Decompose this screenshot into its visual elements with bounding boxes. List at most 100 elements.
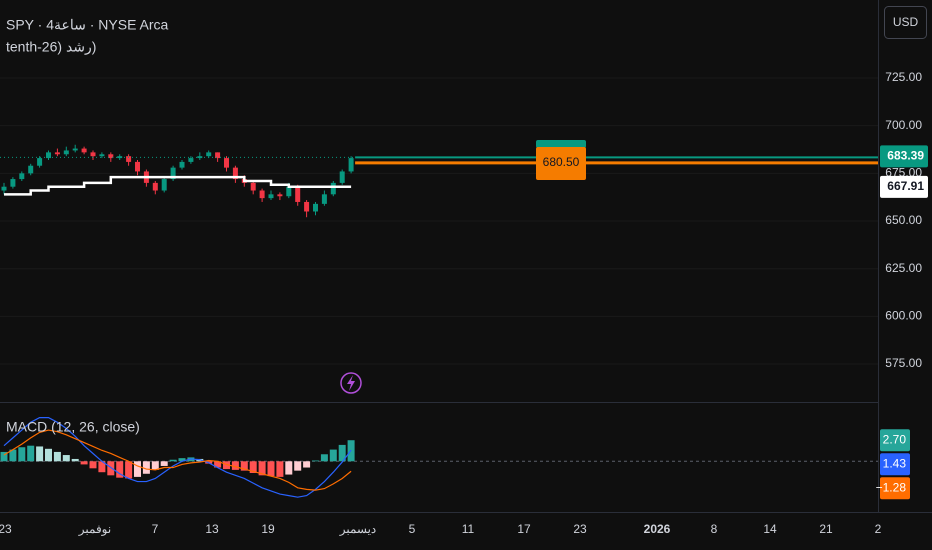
price-axis-label: 683.39 — [887, 149, 924, 163]
position-box-top — [536, 140, 586, 148]
histogram-bar — [125, 461, 133, 479]
y-tick-label: 650.00 — [885, 213, 922, 227]
candle-body — [63, 150, 69, 155]
histogram-bar — [312, 460, 319, 462]
histogram-bar — [45, 448, 52, 462]
candle-body — [19, 173, 25, 180]
x-tick-label: 13 — [205, 522, 219, 536]
histogram-bar — [276, 461, 284, 477]
candle-body — [10, 179, 16, 187]
histogram-bar — [71, 458, 79, 462]
candle-body — [28, 165, 34, 174]
price-axis-box — [880, 145, 928, 168]
x-tick-label: 23 — [0, 522, 12, 536]
x-tick-label: 19 — [261, 522, 275, 536]
x-tick-label: 7 — [152, 522, 159, 536]
currency-button[interactable] — [884, 6, 927, 39]
x-tick-label: ديسمبر — [339, 522, 377, 536]
candle-body — [126, 156, 132, 162]
macd-line — [3, 429, 352, 491]
histogram-bar — [178, 458, 186, 462]
histogram-bar — [240, 461, 248, 471]
currency-label: USD — [893, 15, 919, 29]
histogram-bar — [0, 451, 8, 462]
candle-body — [250, 182, 256, 191]
histogram-bar — [80, 461, 88, 465]
y-tick-label: 725.00 — [885, 70, 922, 84]
histogram-bar — [142, 461, 150, 474]
histogram-bar — [294, 461, 302, 471]
candle-body — [268, 194, 274, 199]
histogram-bar — [285, 461, 293, 475]
candle-body — [215, 152, 221, 159]
price-axis-label: 667.91 — [887, 179, 924, 193]
histogram-bar — [98, 461, 106, 473]
position-box — [536, 147, 586, 180]
x-tick-label: 2 — [875, 522, 882, 536]
histogram-bar — [223, 461, 230, 470]
candle-body — [259, 190, 265, 199]
macd-title: MACD (12, 26, close) — [6, 419, 140, 435]
histogram-bar — [303, 461, 311, 468]
histogram-bar — [151, 461, 159, 470]
x-tick-label: 21 — [819, 522, 833, 536]
candle-body — [286, 186, 292, 197]
macd-axis-label: −1.28 — [876, 480, 907, 494]
histogram-bar — [160, 461, 168, 466]
histogram-bar — [231, 461, 239, 470]
x-tick-label: 17 — [517, 522, 531, 536]
ma-line — [4, 175, 352, 196]
histogram-bar — [27, 445, 35, 462]
histogram-bar — [116, 461, 124, 478]
x-tick-label: 11 — [462, 522, 475, 536]
candle-body — [313, 203, 318, 212]
histogram-bar — [267, 461, 275, 477]
y-tick-label: 700.00 — [885, 118, 922, 132]
candle-body — [117, 156, 123, 159]
histogram-bar — [214, 461, 222, 468]
candle-body — [46, 152, 51, 159]
y-tick-label: 600.00 — [885, 309, 922, 323]
y-tick-label: 625.00 — [885, 261, 922, 275]
macd-axis-label: 1.43 — [883, 456, 907, 470]
candle-body — [90, 152, 96, 157]
candle-body — [330, 182, 336, 195]
candle-body — [152, 182, 158, 191]
candle-body — [295, 186, 301, 202]
histogram-bar — [258, 461, 266, 476]
candle-body — [321, 194, 327, 204]
x-tick-label: 8 — [711, 522, 718, 536]
x-tick-label: نوفمبر — [78, 522, 111, 536]
alert-bolt — [347, 375, 355, 391]
macd-axis-label: 2.70 — [883, 432, 907, 446]
macd-axis-box — [880, 429, 910, 452]
macd-axis-box — [880, 477, 910, 500]
histogram-bar — [249, 461, 257, 473]
macd-axis-box — [880, 453, 910, 476]
histogram-bar — [9, 449, 17, 462]
macd-line — [3, 417, 352, 498]
histogram-bar — [338, 444, 346, 462]
candle-body — [179, 161, 185, 168]
candle-body — [197, 156, 203, 159]
histogram-bar — [18, 447, 26, 462]
position-label: 680.50 — [543, 155, 580, 169]
candle-body — [37, 158, 43, 166]
candle-body — [81, 148, 87, 153]
alert-circle — [340, 372, 362, 394]
alert-icon[interactable] — [340, 372, 362, 394]
candle-body — [188, 158, 194, 162]
candle-body — [72, 148, 78, 151]
symbol-line: SPY · 4ساعة · NYSE Arca — [6, 17, 169, 33]
histogram-bar — [134, 461, 141, 477]
histogram-bar — [62, 455, 70, 462]
histogram-bar — [320, 454, 328, 462]
histogram-bar — [329, 449, 337, 462]
candle-body — [108, 154, 114, 159]
candle-body — [161, 179, 167, 191]
candle-body — [348, 158, 354, 172]
candle-body — [339, 171, 345, 183]
histogram-bar — [53, 451, 61, 462]
